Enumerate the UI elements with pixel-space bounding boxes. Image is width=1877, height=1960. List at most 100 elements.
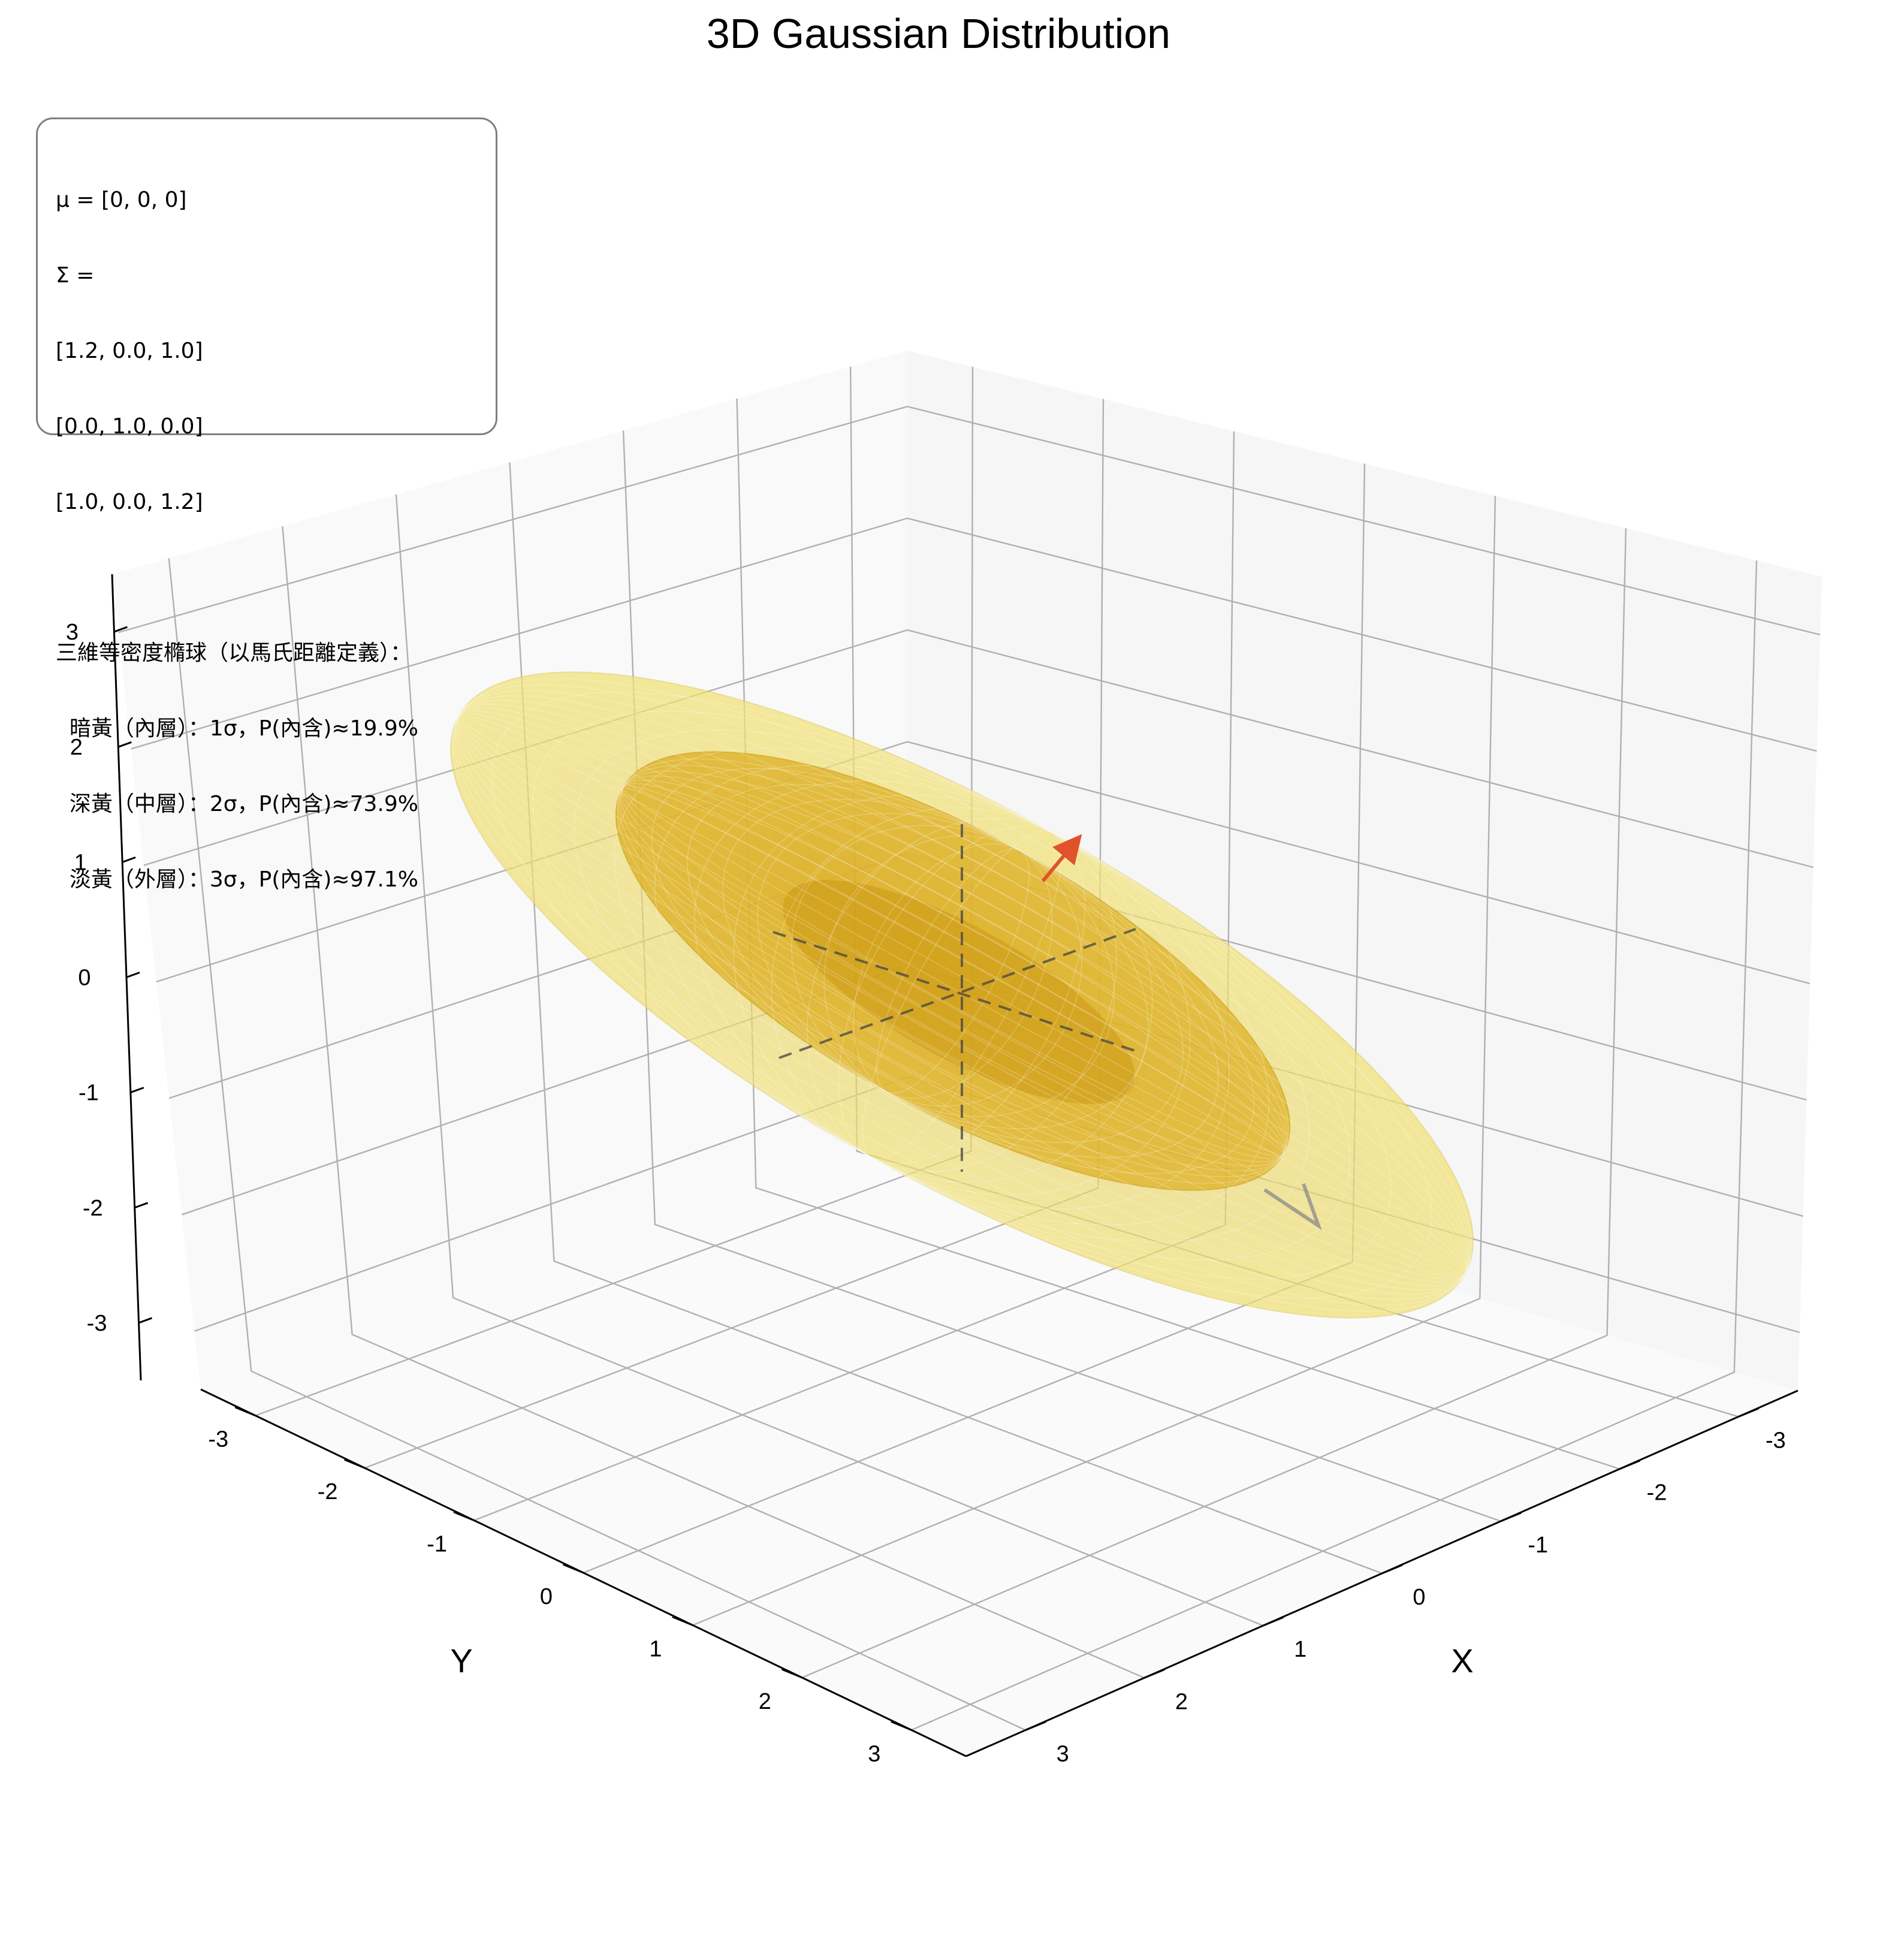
annotation-gap bbox=[56, 565, 496, 590]
y-tick-mark bbox=[562, 1563, 584, 1574]
covariance-annotation: μ = [0, 0, 0] Σ = [1.2, 0.0, 1.0] [0.0, … bbox=[36, 117, 497, 892]
y-axis-label: Y bbox=[450, 1642, 472, 1679]
mesh-parallel bbox=[620, 775, 1286, 1167]
mesh-parallel bbox=[456, 704, 1468, 1286]
annotation-line: 淡黃（外層）：3σ，P(內含)≈97.1% bbox=[56, 867, 418, 892]
mesh-meridian bbox=[757, 813, 1149, 1129]
x-tick-mark bbox=[1500, 1512, 1522, 1522]
eigen-arrow-red bbox=[1041, 834, 1082, 882]
x-tick-label: -2 bbox=[1647, 1480, 1667, 1506]
x-tick-mark bbox=[1381, 1564, 1403, 1575]
y-tick-label: 0 bbox=[540, 1584, 553, 1609]
mesh-parallel bbox=[619, 770, 1287, 1172]
x-tick-mark bbox=[1143, 1668, 1165, 1679]
x-tick-label: 2 bbox=[1175, 1689, 1188, 1714]
mesh-parallel bbox=[618, 765, 1288, 1177]
mesh-meridian bbox=[491, 691, 1433, 1299]
mesh-parallel bbox=[452, 684, 1471, 1306]
z-tick-mark bbox=[113, 626, 128, 633]
mesh-parallel bbox=[454, 695, 1469, 1295]
z-tick-mark bbox=[134, 1202, 149, 1209]
mesh-meridian bbox=[876, 848, 1030, 1094]
z-tick-label: 0 bbox=[78, 966, 90, 991]
mesh-meridian bbox=[614, 747, 1310, 1243]
mesh-parallel bbox=[457, 710, 1466, 1280]
z-tick-label: 2 bbox=[70, 735, 83, 760]
mesh-meridian bbox=[651, 768, 1255, 1174]
mesh-meridian bbox=[853, 843, 1053, 1099]
annotation-line: 暗黃（內層）：1σ，P(內含)≈19.9% bbox=[56, 716, 418, 741]
x-tick-label: 1 bbox=[1294, 1637, 1306, 1662]
mesh-meridian bbox=[687, 783, 1219, 1159]
y-tick-mark bbox=[234, 1406, 256, 1417]
z-tick-label: -2 bbox=[83, 1196, 103, 1221]
mesh-parallel bbox=[458, 714, 1466, 1276]
z-tick-mark bbox=[138, 1317, 153, 1324]
grid-line bbox=[801, 528, 1627, 1678]
mesh-parallel bbox=[621, 785, 1284, 1157]
mesh-meridian bbox=[733, 794, 1191, 1196]
grid-line bbox=[118, 405, 1821, 636]
x-tick-label: -3 bbox=[1766, 1428, 1786, 1454]
mesh-parallel bbox=[457, 712, 1466, 1278]
mesh-parallel bbox=[457, 707, 1467, 1283]
grid-line bbox=[131, 517, 1817, 752]
y-tick-mark bbox=[344, 1458, 366, 1469]
x-axis-label: X bbox=[1451, 1642, 1473, 1679]
y-tick-label: 1 bbox=[649, 1636, 662, 1662]
y-tick-mark bbox=[781, 1668, 802, 1679]
x-tick-mark bbox=[1025, 1721, 1046, 1731]
z-tick-mark bbox=[126, 972, 140, 978]
y-tick-label: 2 bbox=[759, 1689, 771, 1714]
y-tick-label: -1 bbox=[427, 1532, 447, 1557]
mesh-meridian bbox=[823, 835, 1082, 1107]
x-tick-mark bbox=[1738, 1407, 1760, 1418]
grid-line bbox=[282, 526, 1145, 1679]
annotation-line: 三維等密度橢球（以馬氏距離定義）： bbox=[56, 641, 412, 665]
z-tick-mark bbox=[130, 1087, 144, 1094]
y-tick-mark bbox=[453, 1511, 475, 1521]
x-tick-label: -1 bbox=[1528, 1533, 1548, 1558]
grid-line bbox=[395, 494, 1264, 1627]
y-tick-mark bbox=[891, 1720, 912, 1731]
ellipsoid-mesh bbox=[451, 678, 1472, 1312]
mesh-parallel bbox=[455, 699, 1468, 1290]
center-axes bbox=[772, 824, 1139, 1172]
mesh-meridian bbox=[532, 710, 1392, 1280]
mesh-meridian bbox=[791, 825, 1115, 1117]
mesh-meridian bbox=[722, 798, 1184, 1144]
y-tick-label: 3 bbox=[868, 1741, 880, 1766]
annotation-line: [1.2, 0.0, 1.0] bbox=[56, 339, 203, 363]
grid-line bbox=[911, 560, 1758, 1731]
z-tick-label: 1 bbox=[74, 850, 87, 875]
x-tick-mark bbox=[1619, 1460, 1641, 1470]
grid-line bbox=[692, 496, 1496, 1626]
tick-labels: -3 -2 -1 0 1 2 3 -3 -2 -1 0 1 2 3 -3 -2 -1 0 1 2 3 bbox=[66, 620, 1786, 1766]
mesh-parallel bbox=[458, 715, 1466, 1275]
mesh-parallel bbox=[617, 758, 1289, 1184]
mesh-meridian bbox=[862, 830, 1062, 1160]
x-tick-label: 3 bbox=[1057, 1741, 1069, 1766]
eigen-arrow-gray bbox=[1263, 1183, 1322, 1231]
x-tick-label: 0 bbox=[1413, 1585, 1425, 1610]
annotation-line: [0.0, 1.0, 0.0] bbox=[56, 414, 203, 439]
z-tick-mark bbox=[122, 856, 136, 863]
grid-line bbox=[143, 629, 1814, 869]
mesh-parallel bbox=[451, 678, 1472, 1312]
ellipsoid-middle bbox=[615, 751, 1291, 1191]
y-tick-mark bbox=[672, 1616, 693, 1626]
z-tick-label: -1 bbox=[79, 1081, 99, 1106]
mesh-meridian bbox=[838, 825, 1086, 1165]
mesh-parallel bbox=[621, 783, 1285, 1159]
annotation-line: [1.0, 0.0, 1.2] bbox=[56, 490, 203, 514]
y-tick-label: -2 bbox=[318, 1479, 338, 1504]
z-tick-mark bbox=[117, 741, 132, 748]
mesh-meridian bbox=[654, 764, 1270, 1226]
annotation-line: 深黃（中層）：2σ，P(內含)≈73.9% bbox=[56, 792, 418, 816]
mesh-parallel bbox=[454, 690, 1470, 1300]
grid-line bbox=[736, 398, 1620, 1470]
mesh-meridian bbox=[694, 780, 1230, 1210]
annotation-line: Σ = bbox=[56, 263, 95, 288]
x-tick-mark bbox=[1263, 1616, 1284, 1627]
